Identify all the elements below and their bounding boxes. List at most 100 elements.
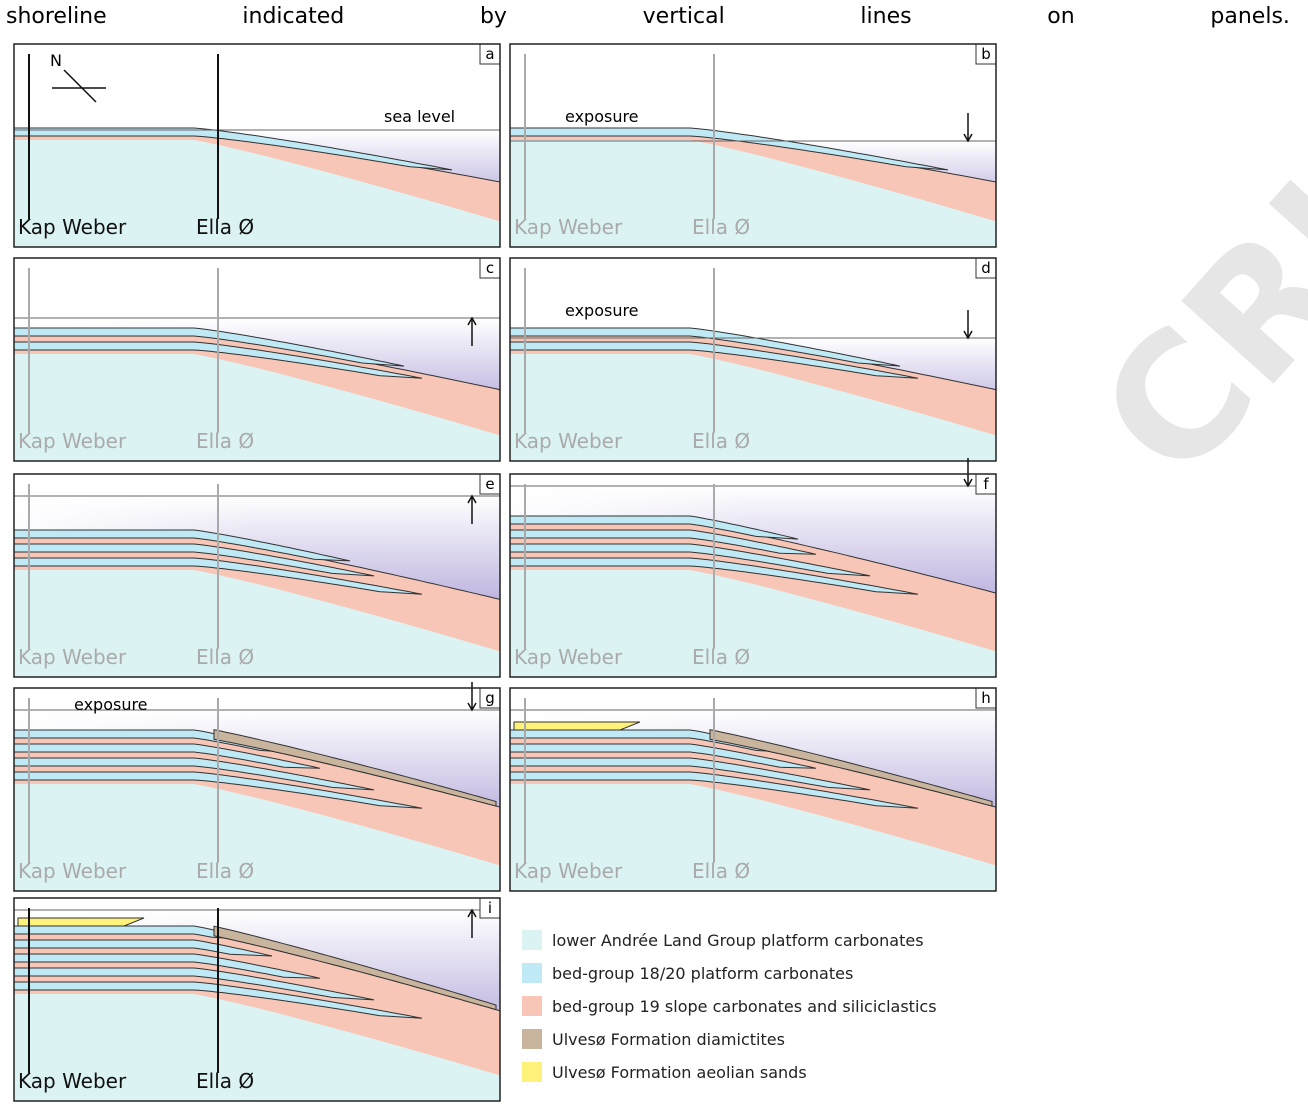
section-label: Ella Ø [196,429,254,453]
legend-swatch [522,1029,542,1049]
panel: Kap Weber Ella Ø h [509,687,997,892]
section-label: Kap Weber [514,645,623,669]
aeolian-sand [513,721,641,731]
basement [14,784,500,891]
section-label: Kap Weber [514,215,623,239]
caption: shoreline indicated by vertical lines on panel… [0,0,1296,29]
caption-word: on [1047,4,1075,29]
platform-tongue [509,529,817,555]
platform-tongue [13,327,405,367]
annotation: exposure [565,301,639,320]
legend-swatch [522,930,542,950]
platform-tongue [509,543,871,577]
caption-word: vertical [642,4,725,29]
section-label: Ella Ø [196,645,254,669]
platform-tongue [509,327,901,367]
platform-tongue [509,127,949,171]
panel-letter: a [485,45,494,63]
arrowhead [467,494,477,504]
legend-label: Ulvesø Formation aeolian sands [552,1063,807,1082]
panel-frame [13,257,501,462]
basement [510,570,996,677]
legend-swatch [522,996,542,1016]
section-label: Ella Ø [692,429,750,453]
panel: Kap Weber Ella Ø b exposure [509,43,997,248]
platform-tongue [13,953,321,979]
panel: Kap Weber Ella Ø i [13,897,501,1102]
panel-frame [13,473,501,678]
caption-word: lines [860,4,912,29]
platform-tongue [509,743,817,769]
legend-label: lower Andrée Land Group platform carbona… [552,931,924,950]
legend-label: bed-group 19 slope carbonates and silici… [552,997,937,1016]
panel-frame [13,43,501,248]
panel-frame [13,687,501,892]
basement [510,354,996,461]
legend-swatch [522,1062,542,1082]
panel-letter: e [485,475,494,493]
legend-label: bed-group 18/20 platform carbonates [552,964,853,983]
section-label: Kap Weber [18,215,127,239]
section-label: Kap Weber [514,429,623,453]
platform-tongue [13,743,321,769]
section-label: Kap Weber [18,859,127,883]
platform-tongue [509,515,799,540]
panel-frame [509,43,997,248]
panel: Kap Weber Ella Ø e [13,473,501,678]
panel-letter: c [486,259,494,277]
basement [14,140,500,247]
caption-word: panels. [1210,4,1290,29]
legend-swatch [522,963,542,983]
basement [14,994,500,1101]
section-label: Kap Weber [18,429,127,453]
panel-letter: b [981,45,991,63]
panel-letter: h [981,689,991,707]
panel-letter: f [983,475,989,493]
caption-word: by [479,4,507,29]
panel-frame [13,897,501,1102]
panel-frame [509,473,997,678]
platform-tongue [13,757,375,791]
panel: Kap Weber Ella Ø g exposure [13,682,501,892]
platform-tongue [13,939,273,957]
arrowhead [467,908,477,918]
annotation: exposure [565,107,639,126]
section-label: Ella Ø [196,215,254,239]
panel: Kap Weber Ella Ø f [509,458,997,678]
panel-frame [509,687,997,892]
aeolian-sand [17,917,145,927]
section-label: Kap Weber [514,859,623,883]
platform-tongue [13,543,375,577]
platform-tongue [13,529,351,562]
arrowhead [467,702,477,712]
diamictite [213,925,497,1011]
panel: Kap Weber Ella Ø a sea level N [13,43,501,248]
panel-letter: i [488,899,492,917]
panel: Kap Weber Ella Ø c [13,257,501,462]
north-label: N [50,51,62,70]
arrowhead [963,478,973,488]
section-label: Ella Ø [196,859,254,883]
section-label: Ella Ø [692,645,750,669]
caption-word: indicated [242,4,345,29]
section-label: Ella Ø [692,215,750,239]
basement [510,140,996,247]
panel-frame [509,257,997,462]
platform-tongue [13,967,375,1001]
north-arrow [63,69,97,103]
section-label: Kap Weber [18,1069,127,1093]
section-label: Ella Ø [196,1069,254,1093]
arrowhead [963,133,973,143]
arrowhead [963,330,973,340]
platform-tongue [509,757,871,791]
section-label: Ella Ø [692,859,750,883]
panel-letter: g [485,689,495,707]
annotation: sea level [384,107,455,126]
caption-word: shoreline [6,4,107,29]
watermark: CRIPT [1063,0,1308,516]
basement [14,354,500,461]
panel: Kap Weber Ella Ø d exposure [509,257,997,462]
panel-letter: d [981,259,991,277]
diamictite [709,729,993,807]
